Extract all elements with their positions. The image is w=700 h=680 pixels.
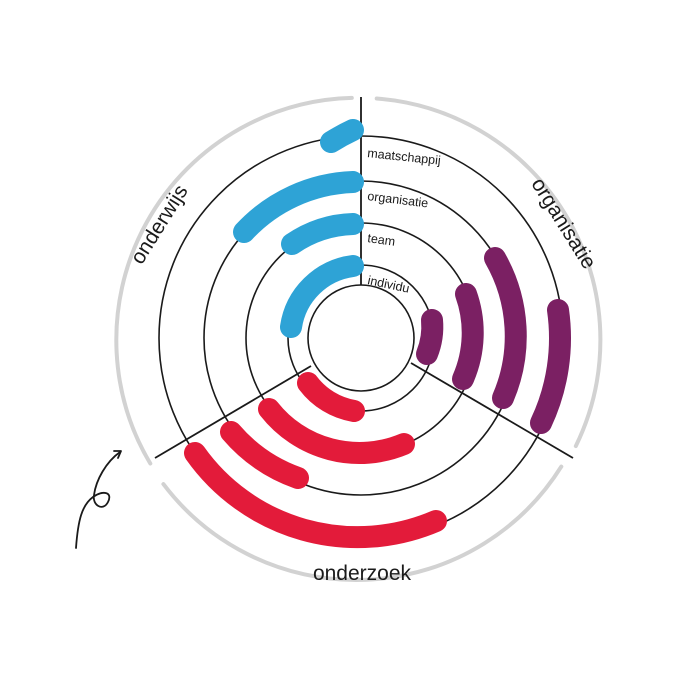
divider-right [410, 362, 574, 459]
bar-onderzoek-individu [297, 372, 365, 422]
bar-organisatie-team [452, 283, 484, 390]
ring-circle-center [307, 284, 415, 392]
bar-onderwijs-organisatie [233, 171, 364, 243]
curly-arrow-icon [75, 450, 122, 549]
ring-label-maatschappij: maatschappij [367, 146, 442, 168]
bar-onderwijs-individu [280, 255, 364, 338]
bar-onderwijs-team [281, 213, 364, 255]
domain-label-onderzoek: onderzoek [313, 562, 412, 585]
domain-label-organisatie: organisatie [527, 174, 601, 273]
bar-organisatie-maatschappij [530, 299, 571, 434]
ring-label-team: team [367, 231, 396, 249]
divider-left [154, 365, 312, 459]
bar-onderzoek-maatschappij [184, 442, 447, 549]
bar-onderwijs-maatschappij [320, 119, 364, 153]
bar-organisatie-individu [416, 309, 444, 365]
outer-arc-onderzoek [161, 464, 564, 582]
domain-label-onderwijs: onderwijs [126, 181, 193, 268]
outer-arc-organisatie [374, 96, 603, 449]
outer-arc-onderwijs [114, 95, 354, 466]
bar-organisatie-organisatie [484, 247, 527, 409]
bar-onderzoek-team [258, 398, 415, 464]
bar-onderzoek-organisatie [220, 421, 309, 489]
